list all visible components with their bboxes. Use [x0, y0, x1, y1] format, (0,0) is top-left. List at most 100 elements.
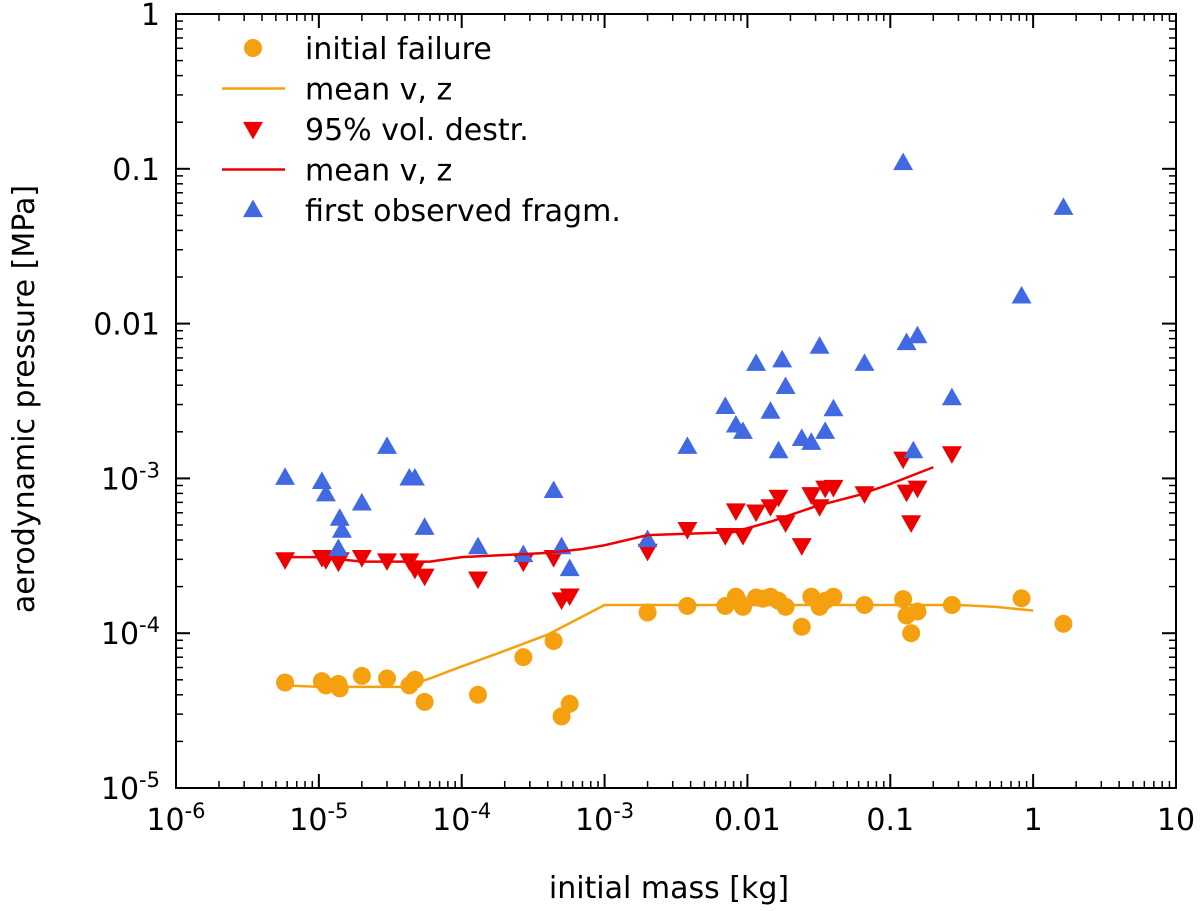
point-first-observed-fragm [760, 401, 781, 419]
x-tick-label: 0.01 [714, 803, 781, 838]
x-tick-label: 10-3 [575, 799, 634, 838]
y-tick-label: 1 [141, 0, 160, 33]
y-tick-label: 10-4 [101, 613, 160, 652]
point-first-observed-fragm [637, 529, 658, 548]
point-first-observed-fragm [815, 421, 836, 439]
point-first-observed-fragm [404, 467, 425, 486]
point-first-observed-fragm [896, 332, 917, 351]
point-first-observed-fragm [809, 336, 830, 354]
point-95-vol-destr [559, 588, 580, 607]
point-first-observed-fragm [1011, 285, 1032, 304]
point-95-vol-destr [791, 538, 812, 556]
point-95-vol-destr [351, 550, 372, 568]
point-initial-failure [1054, 614, 1073, 633]
point-initial-failure [1012, 589, 1031, 608]
point-95-vol-destr [746, 504, 767, 523]
point-initial-failure [776, 597, 795, 616]
point-first-observed-fragm [775, 376, 796, 395]
point-first-observed-fragm [746, 353, 767, 371]
legend-label: first observed fragm. [305, 194, 621, 229]
x-tick-label: 10 [1157, 803, 1195, 838]
point-95-vol-destr [801, 487, 822, 505]
point-initial-failure [544, 632, 563, 651]
point-first-observed-fragm [328, 538, 349, 557]
point-95-vol-destr [768, 489, 789, 508]
point-first-observed-fragm [329, 508, 350, 526]
series-line-mean-v-z-1 [285, 603, 1034, 689]
point-initial-failure [902, 624, 921, 643]
point-first-observed-fragm [907, 325, 928, 344]
point-initial-failure [824, 587, 843, 606]
point-first-observed-fragm [772, 349, 793, 368]
plot-frame [175, 13, 1177, 789]
plot-area-border [175, 13, 1177, 789]
x-tick-label: 10-5 [289, 799, 348, 838]
point-initial-failure [468, 685, 487, 704]
point-initial-failure [514, 648, 533, 667]
point-95-vol-destr [404, 561, 425, 580]
point-first-observed-fragm [941, 387, 962, 406]
point-initial-failure [908, 602, 927, 621]
legend-marker-swatch [244, 39, 262, 57]
point-first-observed-fragm [275, 467, 296, 485]
point-first-observed-fragm [715, 396, 736, 414]
legend-background [200, 22, 700, 244]
series-line-mean-v-z-3 [285, 466, 934, 563]
point-95-vol-destr [907, 480, 928, 499]
legend-label: mean v, z [305, 73, 452, 108]
point-initial-failure [560, 694, 579, 713]
point-first-observed-fragm [677, 436, 698, 454]
point-95-vol-destr [760, 499, 781, 517]
point-first-observed-fragm [823, 398, 844, 417]
legend-label: 95% vol. destr. [305, 113, 529, 148]
point-initial-failure [276, 673, 295, 692]
point-initial-failure [792, 617, 811, 636]
data-marks [275, 152, 1074, 726]
point-first-observed-fragm [351, 492, 372, 511]
y-tick-label: 0.01 [93, 308, 160, 343]
point-95-vol-destr [732, 528, 753, 546]
point-95-vol-destr [725, 503, 746, 521]
y-tick-label: 10-5 [101, 768, 160, 807]
point-first-observed-fragm [377, 436, 397, 454]
legend-marker-swatch [243, 199, 263, 218]
point-first-observed-fragm [468, 536, 488, 555]
point-first-observed-fragm [801, 432, 822, 450]
x-axis-title: initial mass [kg] [549, 871, 789, 906]
point-95-vol-destr [468, 571, 488, 590]
x-tick-label: 1 [1024, 803, 1043, 838]
point-first-observed-fragm [893, 152, 914, 171]
point-first-observed-fragm [732, 421, 753, 439]
point-initial-failure [733, 597, 752, 616]
point-first-observed-fragm [1053, 197, 1074, 215]
legend: initial failure mean v, z 95% vol. destr. m… [200, 22, 700, 244]
x-tick-label: 0.1 [866, 803, 914, 838]
point-initial-failure [415, 692, 434, 711]
axis-ticks: 10-6 10-5 10-4 10-3 0.01 0.1 1 1010-510-410-30.… [93, 0, 1195, 838]
y-axis-title: aerodynamic pressure [MPa] [7, 185, 42, 613]
point-95-vol-destr [677, 522, 698, 540]
point-first-observed-fragm [311, 471, 332, 489]
point-95-vol-destr [329, 552, 350, 570]
point-first-observed-fragm [414, 517, 435, 535]
legend-label: initial failure [305, 32, 492, 67]
point-95-vol-destr [901, 515, 922, 533]
point-95-vol-destr [637, 543, 658, 562]
point-95-vol-destr [414, 568, 435, 587]
point-first-observed-fragm [543, 480, 564, 499]
point-95-vol-destr [896, 484, 917, 503]
x-tick-label: 10-6 [146, 799, 205, 838]
x-tick-label: 10-4 [432, 799, 491, 838]
point-first-observed-fragm [331, 520, 352, 538]
point-initial-failure [330, 679, 349, 698]
y-tick-label: 0.1 [112, 153, 160, 188]
point-first-observed-fragm [559, 558, 580, 577]
point-95-vol-destr [823, 479, 844, 498]
legend-label: mean v, z [305, 154, 452, 189]
point-95-vol-destr [715, 528, 736, 546]
point-first-observed-fragm [903, 440, 924, 459]
legend-marker-swatch [243, 121, 263, 140]
point-initial-failure [378, 669, 397, 688]
point-95-vol-destr [275, 552, 296, 570]
